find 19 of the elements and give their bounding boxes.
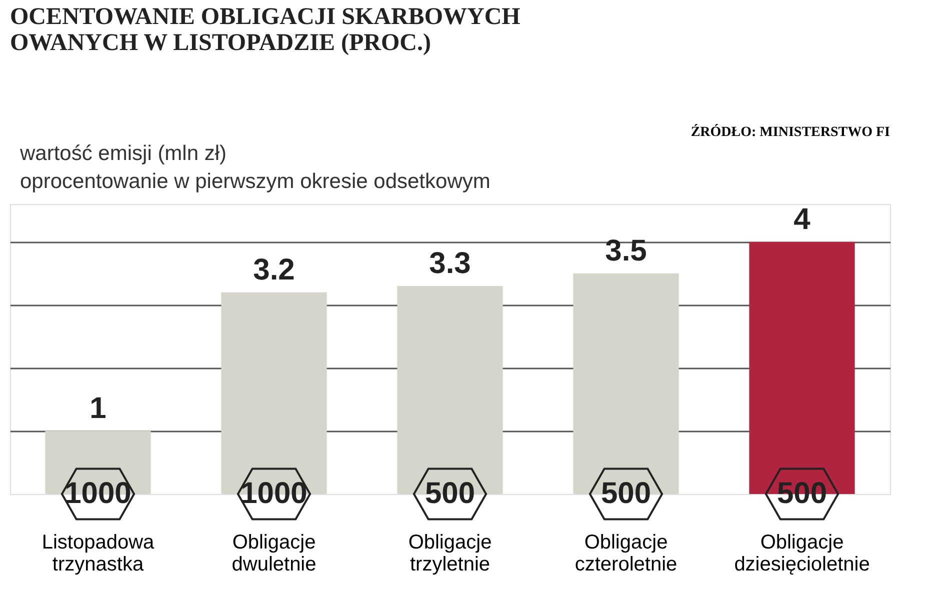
text: OWANYCH W LISTOPADZIE (PROC.) — [10, 30, 431, 56]
annotation: 500 — [424, 477, 476, 510]
text: wartość emisji (mln zł) — [19, 142, 227, 165]
data-label: 3.2 — [253, 253, 295, 286]
text: OCENTOWANIE OBLIGACJI SKARBOWYCH — [10, 4, 520, 30]
annotation: 1000 — [240, 477, 308, 510]
annotation: 500 — [600, 477, 652, 510]
x-tick-label: Obligacje dwuletnie — [232, 532, 316, 576]
x-tick-label: Obligacje czteroletnie — [574, 532, 678, 576]
data-label: 1 — [90, 392, 106, 425]
x-tick-label: Obligacje dziesięcioletnie — [734, 532, 870, 576]
text: ŹRÓDŁO: MINISTERSTWO FI — [690, 123, 890, 140]
x-tick-label: Obligacje trzyletnie — [408, 532, 492, 576]
data-label: 3.3 — [429, 246, 471, 280]
data-label: 3.5 — [605, 234, 647, 268]
x-tick-label: Listopadowa trzynastka — [42, 532, 156, 576]
annotation: 1000 — [64, 477, 132, 510]
data-label: 4 — [794, 202, 811, 236]
text: oprocentowanie w pierwszym okresie odsetkowym — [20, 170, 490, 193]
